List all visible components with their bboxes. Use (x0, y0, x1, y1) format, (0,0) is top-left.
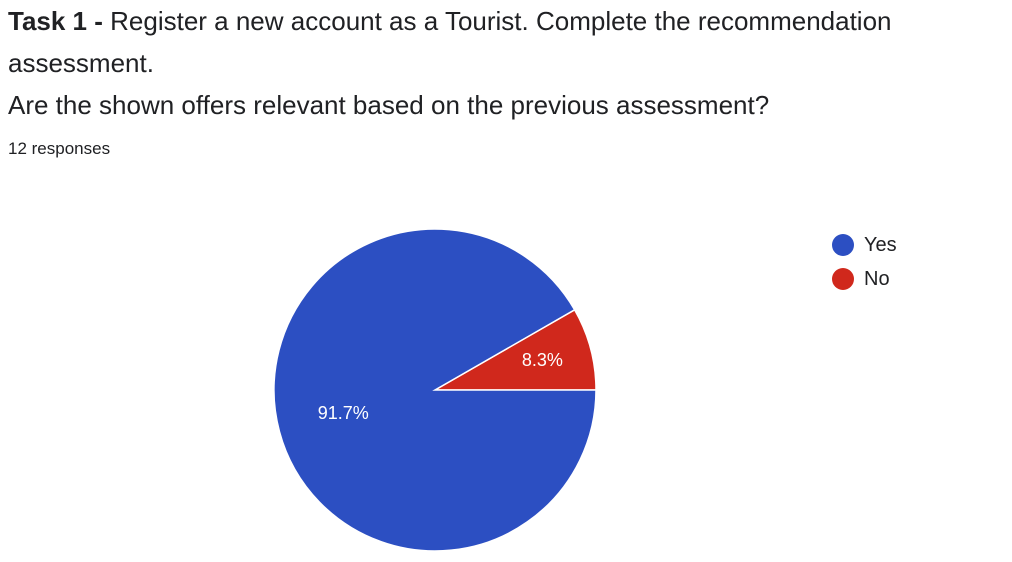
question-text: Are the shown offers relevant based on t… (8, 90, 770, 120)
legend-label-no: No (864, 267, 890, 290)
pie-slice-yes[interactable] (273, 228, 597, 552)
legend-item-yes[interactable]: Yes (832, 228, 897, 262)
response-count: 12 responses (8, 139, 111, 158)
question-header: Task 1 - Register a new account as a Tou… (8, 0, 1008, 160)
legend-item-no[interactable]: No (832, 262, 897, 296)
question-title: Task 1 - Register a new account as a Tou… (8, 0, 1008, 84)
slice-label-yes: 91.7% (318, 403, 369, 423)
legend-swatch-no (832, 268, 854, 290)
chart-legend: Yes No (832, 228, 897, 296)
slice-label-no: 8.3% (522, 350, 563, 370)
legend-label-yes: Yes (864, 233, 897, 256)
legend-swatch-yes (832, 234, 854, 256)
task-label: Task 1 - (8, 6, 103, 36)
task-description: Register a new account as a Tourist. Com… (8, 6, 892, 78)
